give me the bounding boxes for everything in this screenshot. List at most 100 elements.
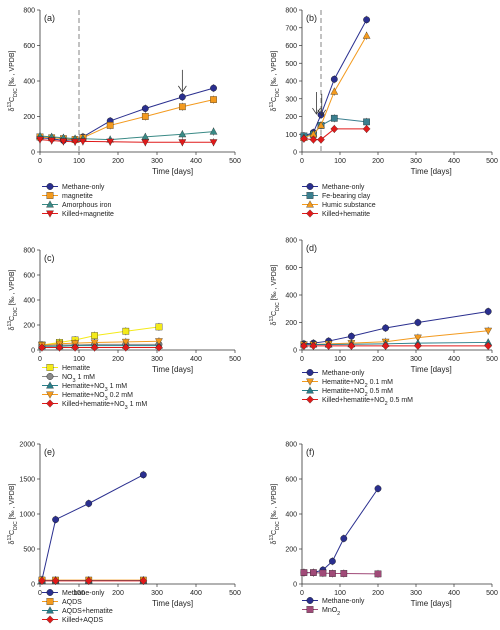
data-point <box>52 516 59 523</box>
data-point <box>328 557 336 565</box>
y-tick-label: 300 <box>285 96 297 103</box>
data-point <box>47 137 56 145</box>
legend-label: Methane-only <box>322 370 365 377</box>
legend-marker <box>46 210 54 218</box>
panel-label: (d) <box>306 243 317 253</box>
legend-label: magnetite <box>62 193 93 200</box>
panel-label: (f) <box>306 447 315 457</box>
data-point <box>141 105 149 112</box>
data-point <box>106 138 115 146</box>
data-point <box>414 341 422 350</box>
x-tick-label: 400 <box>448 158 460 165</box>
series-line <box>303 35 368 139</box>
y-tick-label: 500 <box>23 547 35 554</box>
x-tick-label: 400 <box>190 590 202 597</box>
y-tick-label: 1500 <box>19 477 35 484</box>
data-point <box>340 535 348 542</box>
legend-marker <box>46 183 54 190</box>
legend-marker <box>46 373 54 380</box>
series-line <box>39 87 214 141</box>
legend-label: Killed+magnetite <box>62 211 114 218</box>
x-tick-label: 300 <box>151 356 163 363</box>
legend-label: Killed+hematite <box>322 211 370 218</box>
y-axis-label: δ13CDIC [‰ , VPDB] <box>269 484 281 545</box>
data-point <box>330 124 339 133</box>
data-point <box>85 500 93 507</box>
legend-marker <box>306 192 314 199</box>
data-point <box>330 75 338 83</box>
data-point <box>178 130 187 138</box>
y-tick-label: 2000 <box>19 442 35 449</box>
data-point <box>347 332 355 340</box>
legend-label: Hematite+NO2 0.1 mM <box>322 379 393 389</box>
x-tick-label: 0 <box>300 356 304 363</box>
legend-label: MnO2 <box>322 607 340 617</box>
data-point <box>317 121 325 129</box>
y-tick-label: 800 <box>285 238 297 245</box>
x-tick-label: 100 <box>73 356 85 363</box>
legend-marker <box>46 615 54 624</box>
x-tick-label: 200 <box>112 158 124 165</box>
x-tick-label: 500 <box>229 158 241 165</box>
y-tick-label: 400 <box>285 293 297 300</box>
data-point <box>330 114 338 122</box>
y-tick-label: 500 <box>285 61 297 68</box>
y-axis-label: δ13CDIC [‰ , VPDB] <box>269 51 281 112</box>
x-tick-label: 200 <box>372 590 384 597</box>
y-tick-label: 400 <box>23 298 35 305</box>
y-tick-label: 100 <box>285 132 297 139</box>
data-point <box>91 332 98 339</box>
y-tick-label: 400 <box>23 79 35 86</box>
legend-marker <box>306 209 314 218</box>
data-point <box>319 569 327 577</box>
arrow-head <box>317 109 327 117</box>
y-tick-label: 200 <box>23 114 35 121</box>
data-point <box>155 343 163 352</box>
data-point <box>329 570 336 577</box>
y-axis-label: δ13CDIC [‰ , VPDB] <box>7 51 19 112</box>
y-axis-label: δ13CDIC [‰ , VPDB] <box>7 270 19 331</box>
y-tick-label: 700 <box>285 25 297 32</box>
legend-marker <box>306 386 314 394</box>
x-tick-label: 200 <box>372 356 384 363</box>
series-line <box>41 474 144 580</box>
x-axis-label: Time [days] <box>411 365 452 374</box>
y-tick-label: 800 <box>285 442 297 449</box>
y-axis-label: δ13CDIC [‰ , VPDB] <box>7 484 19 545</box>
y-tick-label: 0 <box>293 582 297 589</box>
legend-label: Methane-only <box>322 184 365 191</box>
y-tick-label: 0 <box>31 348 35 355</box>
y-tick-label: 200 <box>23 323 35 330</box>
x-axis-label: Time [days] <box>152 599 193 608</box>
data-point <box>300 134 308 143</box>
data-point <box>139 576 148 585</box>
chart-panel: 0 100 200 300 400 500 0 200 400 600 800 (c) Time [da… <box>7 248 241 412</box>
legend-marker <box>306 395 314 404</box>
y-tick-label: 400 <box>285 79 297 86</box>
x-tick-label: 300 <box>151 158 163 165</box>
legend-label: Hematite+NO3 1 mM <box>62 383 127 393</box>
legend-marker <box>46 606 54 614</box>
data-point <box>84 576 93 585</box>
data-point <box>178 139 187 147</box>
data-point <box>178 103 186 111</box>
data-point <box>139 471 147 479</box>
legend-label: NO3 1 mM <box>62 374 95 384</box>
legend-label: Hematite <box>62 365 90 372</box>
legend-marker <box>46 200 54 208</box>
x-tick-label: 300 <box>410 158 422 165</box>
y-tick-label: 600 <box>285 477 297 484</box>
panel-label: (e) <box>44 447 55 457</box>
data-point <box>71 343 79 352</box>
data-point <box>330 87 339 95</box>
legend-marker <box>306 378 314 386</box>
legend-label: Methane-only <box>62 184 105 191</box>
chart-panel: 0 100 200 300 400 500 0 100 200 300 400 500 600 700 80… <box>269 8 498 219</box>
y-tick-label: 800 <box>23 8 35 15</box>
data-point <box>36 136 44 144</box>
y-tick-label: 200 <box>285 114 297 121</box>
data-point <box>324 341 333 350</box>
series-line <box>303 311 489 345</box>
y-tick-label: 600 <box>285 43 297 50</box>
data-point <box>210 84 217 92</box>
